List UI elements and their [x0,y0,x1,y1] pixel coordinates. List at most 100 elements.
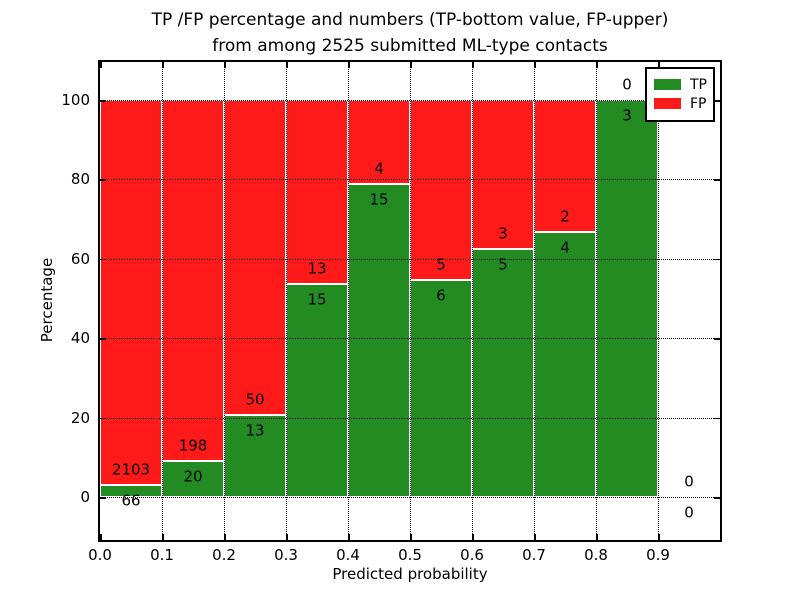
x-tick-top [410,62,412,68]
y-tick-right [714,258,720,261]
bar-segment-fp [534,100,596,233]
legend: TP FP [645,67,715,122]
y-tick-left [100,338,106,340]
x-tick-label: 0.8 [584,546,608,564]
y-tick-right [714,100,720,102]
bar-segment-tp [534,232,596,497]
bar-segment-tp [162,460,224,497]
v-gridline [410,62,411,540]
v-gridline [224,62,225,540]
y-tick-label: 60 [70,249,90,268]
fp-count-label: 50 [245,390,265,409]
bar-segment-fp [410,100,472,281]
v-gridline [348,62,349,540]
x-tick-top [286,62,288,68]
fp-count-label: 2 [560,207,570,226]
fp-count-label: 2103 [111,460,151,479]
tp-count-label: 13 [245,421,265,440]
bar-segment-fp [162,100,224,461]
fp-count-label: 5 [436,255,446,274]
v-gridline [162,62,163,540]
tp-count-label: 15 [307,290,327,309]
bar-segment-tp [410,280,472,497]
bar-segment-tp [100,484,162,497]
y-tick-label: 0 [80,488,90,506]
x-tick-bottom [596,534,598,540]
x-tick-label: 0.0 [88,546,112,564]
legend-swatch-tp [654,79,681,90]
v-gridline [534,62,535,540]
bar-segment-fp [224,100,286,416]
bar-segment-fp [286,100,348,285]
x-axis-label: Predicted probability [332,565,488,583]
tp-count-label: 66 [121,491,141,510]
x-tick-label: 0.2 [212,546,236,564]
legend-row: TP [654,76,707,93]
bar-segment-fp [100,100,162,485]
x-tick-top [162,62,164,68]
x-tick-top [224,62,226,68]
y-tick-left [100,417,106,420]
tp-count-label: 3 [622,106,632,125]
y-tick-label: 40 [70,329,90,348]
y-tick-left [100,497,106,499]
x-tick-top [596,62,598,68]
y-tick-left [100,100,106,102]
plot-frame [98,60,722,542]
fp-count-label: 4 [374,159,384,178]
legend-label: FP [690,95,707,112]
fp-count-label: 0 [622,75,632,94]
tp-count-label: 4 [560,238,570,257]
y-tick-right [714,417,720,420]
tp-count-label: 5 [498,255,508,274]
y-tick-label: 100 [61,91,90,109]
x-tick-label: 0.5 [398,546,422,564]
x-tick-top [472,62,474,68]
tp-count-label: 20 [183,467,203,486]
y-tick-left [100,179,106,181]
plot-area: 2103 66 198 20 50 13 13 15 4 15 5 6 3 5 2 4 0 3 0 0 [100,62,720,540]
fp-count-label: 198 [178,436,208,455]
fp-count-label: 3 [498,224,508,243]
x-tick-bottom [534,534,536,540]
legend-label: TP [690,76,707,93]
x-tick-bottom [224,534,226,540]
bar-segment-tp [286,284,348,497]
tp-count-label: 15 [369,190,389,209]
x-tick-bottom [162,534,164,540]
v-gridline [596,62,597,540]
x-tick-top [100,62,102,68]
legend-row: FP [654,95,707,112]
legend-swatch-fp [654,98,681,109]
y-tick-right [714,179,720,181]
tp-count-label: 6 [436,286,446,305]
x-tick-bottom [472,534,474,540]
x-tick-bottom [658,534,660,540]
x-tick-bottom [348,534,350,540]
y-tick-label: 80 [70,170,90,189]
v-gridline [286,62,287,540]
x-tick-label: 0.4 [336,546,360,564]
bar-segment-tp [596,100,658,497]
v-gridline [472,62,473,540]
y-tick-left [100,258,106,261]
x-tick-label: 0.9 [646,546,670,564]
x-tick-bottom [100,534,102,540]
chart-title-line2: from among 2525 submitted ML-type contac… [212,36,608,56]
tp-count-label: 0 [684,503,694,522]
x-tick-label: 0.3 [274,546,298,564]
chart-title: TP /FP percentage and numbers (TP-bottom… [100,7,720,59]
x-tick-label: 0.1 [150,546,174,564]
x-tick-bottom [286,534,288,540]
x-tick-label: 0.7 [522,546,546,564]
y-tick-right [714,497,720,499]
y-tick-label: 20 [70,408,90,427]
x-tick-bottom [410,534,412,540]
x-tick-top [534,62,536,68]
fp-count-label: 0 [684,472,694,491]
x-tick-top [658,62,660,68]
fp-count-label: 13 [307,259,327,278]
bar-segment-tp [472,248,534,497]
x-tick-top [348,62,350,68]
